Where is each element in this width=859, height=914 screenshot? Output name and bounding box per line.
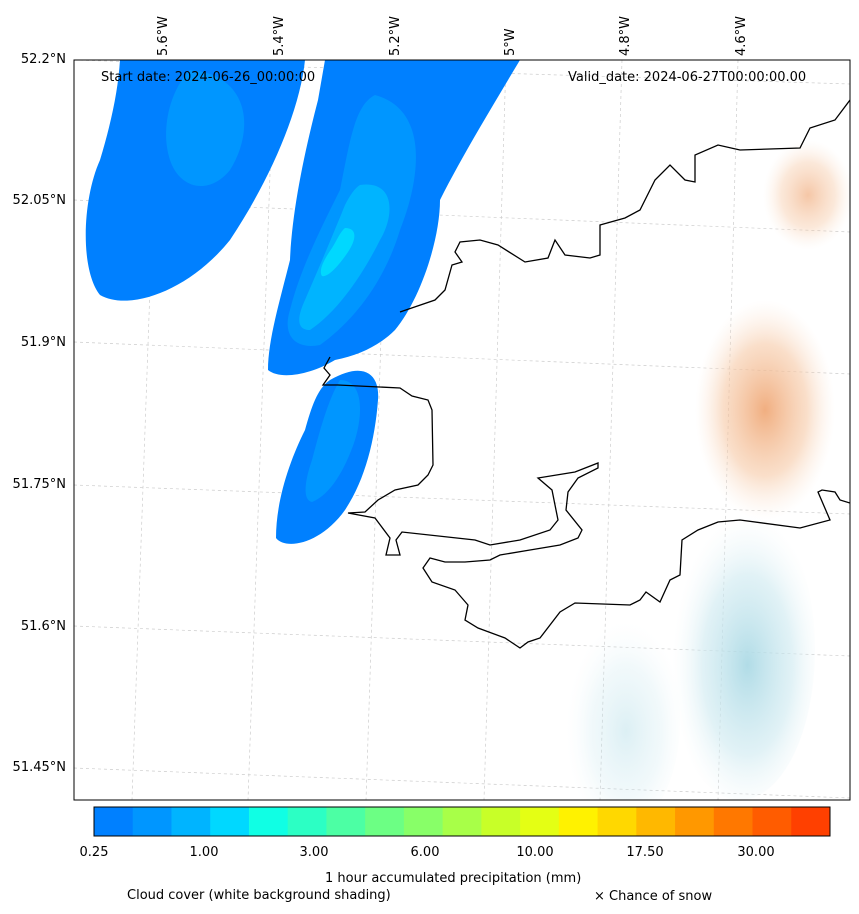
lat-label: 52.05°N <box>12 193 66 208</box>
lon-label: 5°W <box>503 28 518 56</box>
colorbar-segment <box>442 807 482 836</box>
colorbar-segment <box>713 807 754 836</box>
colorbar-tick-label: 0.25 <box>79 845 109 860</box>
lat-label: 52.2°N <box>20 52 66 67</box>
lon-label: 5.6°W <box>156 15 171 56</box>
colorbar-tick-label: 10.00 <box>516 845 554 860</box>
lon-label: 5.4°W <box>272 15 287 56</box>
colorbar-tick-label: 3.00 <box>299 845 329 860</box>
colorbar-tick-label: 6.00 <box>410 845 440 860</box>
lat-label: 51.75°N <box>12 477 66 492</box>
valid-date-label: Valid_date: 2024-06-27T00:00:00.00 <box>568 70 807 85</box>
colorbar-segment <box>752 807 792 836</box>
colorbar-tick-label: 30.00 <box>737 845 775 860</box>
colorbar-segment <box>365 807 405 836</box>
colorbar-segment <box>287 807 327 836</box>
colorbar-segment <box>675 807 715 836</box>
colorbar-segment <box>520 807 560 836</box>
blue-field-faint <box>560 610 680 800</box>
colorbar-segment <box>791 807 831 836</box>
lon-label: 4.6°W <box>734 15 749 56</box>
precipitation-field <box>85 60 520 544</box>
coastline <box>321 99 850 649</box>
colorbar-segment <box>481 807 521 836</box>
lat-label: 51.6°N <box>20 619 66 634</box>
colorbar <box>93 806 831 837</box>
colorbar-segment <box>171 807 211 836</box>
colorbar-tick-label: 1.00 <box>189 845 219 860</box>
colorbar-segment <box>248 807 289 836</box>
blue-field <box>665 500 815 800</box>
lat-label: 51.9°N <box>20 335 66 350</box>
colorbar-segment <box>210 807 250 836</box>
colorbar-segment <box>132 807 172 836</box>
colorbar-segment <box>558 807 599 836</box>
map-frame <box>73 59 851 801</box>
colorbar-title: 1 hour accumulated precipitation (mm) <box>325 871 582 886</box>
colorbar-segment <box>94 807 134 836</box>
orange-field-north <box>763 140 850 250</box>
colorbar-segment <box>597 807 637 836</box>
colorbar-segment <box>403 807 444 836</box>
lon-label: 4.8°W <box>618 15 633 56</box>
colorbar-segment <box>636 807 676 836</box>
orange-field <box>695 300 835 520</box>
snow-legend: × Chance of snow <box>594 889 713 904</box>
lat-label: 51.45°N <box>12 760 66 775</box>
colorbar-tick-label: 17.50 <box>626 845 664 860</box>
lon-label: 5.2°W <box>388 15 403 56</box>
start-date-label: Start date: 2024-06-26_00:00:00 <box>101 70 316 85</box>
colorbar-segment <box>326 807 366 836</box>
cloud-cover-legend: Cloud cover (white background shading) <box>127 888 391 903</box>
colorbar-frame <box>93 806 831 837</box>
